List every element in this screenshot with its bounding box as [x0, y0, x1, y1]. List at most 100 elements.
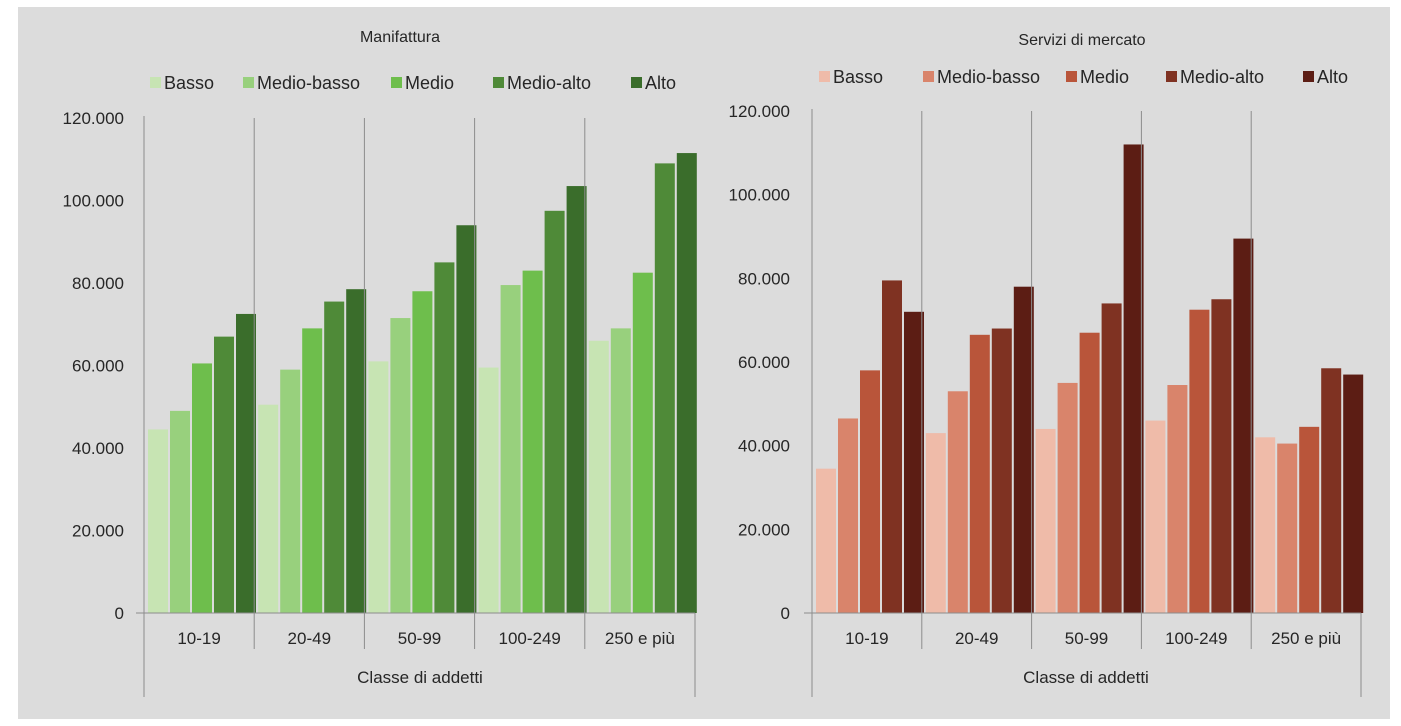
legend-swatch — [923, 71, 934, 82]
bar — [522, 270, 543, 613]
bar — [478, 367, 499, 613]
legend-swatch — [391, 77, 402, 88]
bar — [1167, 385, 1188, 613]
y-tick-label: 80.000 — [72, 274, 124, 293]
y-tick-label: 40.000 — [72, 439, 124, 458]
x-tick-label: 250 e più — [1271, 629, 1341, 648]
bar — [610, 328, 631, 613]
legend-label: Alto — [645, 73, 676, 93]
bar — [676, 153, 697, 613]
bar — [1189, 309, 1210, 613]
bar — [860, 370, 880, 613]
bar — [1343, 374, 1364, 613]
bar — [904, 311, 924, 613]
bar — [838, 418, 858, 613]
bar — [170, 410, 190, 613]
bar — [390, 318, 411, 613]
bar — [566, 186, 587, 613]
y-tick-label: 20.000 — [738, 520, 790, 539]
legend-label: Medio-alto — [1180, 67, 1264, 87]
legend-swatch — [1303, 71, 1314, 82]
legend-swatch — [819, 71, 830, 82]
bar — [991, 328, 1012, 613]
bar — [258, 404, 279, 613]
bar — [1057, 382, 1078, 613]
bar — [280, 369, 301, 613]
y-tick-label: 120.000 — [729, 102, 790, 121]
bar — [947, 391, 968, 613]
bar — [1277, 443, 1298, 613]
x-tick-label: 50-99 — [1065, 629, 1108, 648]
legend-label: Basso — [164, 73, 214, 93]
bar — [1299, 426, 1320, 613]
bar — [1233, 238, 1254, 613]
y-tick-label: 80.000 — [738, 269, 790, 288]
bar — [412, 291, 433, 613]
bar — [236, 313, 256, 613]
bar — [192, 363, 212, 613]
x-tick-label: 100-249 — [1165, 629, 1227, 648]
y-tick-label: 120.000 — [63, 109, 124, 128]
legend-label: Medio — [1080, 67, 1129, 87]
x-tick-label: 100-249 — [499, 629, 561, 648]
x-axis-title: Classe di addetti — [357, 668, 483, 687]
chart-title: Manifattura — [360, 29, 440, 46]
bar — [882, 280, 902, 613]
x-tick-label: 20-49 — [955, 629, 998, 648]
bar — [500, 285, 521, 613]
bar — [588, 340, 609, 613]
legend-label: Medio — [405, 73, 454, 93]
legend-swatch — [150, 77, 161, 88]
x-tick-label: 10-19 — [177, 629, 220, 648]
bar — [969, 334, 990, 613]
x-axis-title: Classe di addetti — [1023, 668, 1149, 687]
bar — [1013, 286, 1034, 613]
bar — [1123, 144, 1144, 613]
y-tick-label: 60.000 — [72, 357, 124, 376]
x-tick-label: 250 e più — [605, 629, 675, 648]
bar — [456, 225, 477, 613]
y-tick-label: 60.000 — [738, 353, 790, 372]
y-tick-label: 100.000 — [729, 186, 790, 205]
legend-label: Alto — [1317, 67, 1348, 87]
x-tick-label: 50-99 — [398, 629, 441, 648]
bar — [654, 163, 675, 613]
bar — [434, 262, 455, 613]
y-tick-label: 100.000 — [63, 192, 124, 211]
y-tick-label: 0 — [115, 604, 124, 623]
bar — [1035, 428, 1056, 613]
chart-title: Servizi di mercato — [1018, 32, 1145, 49]
bar — [368, 361, 389, 613]
x-tick-label: 20-49 — [288, 629, 331, 648]
legend-swatch — [243, 77, 254, 88]
legend-label: Medio-basso — [937, 67, 1040, 87]
bar — [148, 429, 168, 613]
bar — [816, 468, 836, 613]
legend-swatch — [493, 77, 504, 88]
legend-swatch — [1166, 71, 1177, 82]
bar — [346, 289, 367, 613]
legend-swatch — [1066, 71, 1077, 82]
bar — [1079, 332, 1100, 613]
bar — [214, 336, 234, 613]
charts-svg: Manifattura Basso Medio-basso Medio Medio-al… — [63, 29, 1364, 697]
legend-label: Medio-basso — [257, 73, 360, 93]
bar — [925, 433, 946, 613]
bar — [324, 301, 345, 613]
legend-swatch — [631, 77, 642, 88]
bar — [1101, 303, 1122, 613]
bar — [544, 210, 565, 613]
x-tick-label: 10-19 — [845, 629, 888, 648]
bar — [1255, 437, 1276, 613]
chart-figure: Manifattura Basso Medio-basso Medio Medio-al… — [18, 7, 1390, 719]
bar — [1321, 368, 1342, 613]
y-tick-label: 40.000 — [738, 437, 790, 456]
bar — [632, 272, 653, 613]
bar — [302, 328, 323, 613]
legend-label: Medio-alto — [507, 73, 591, 93]
legend-label: Basso — [833, 67, 883, 87]
y-tick-label: 0 — [781, 604, 790, 623]
y-tick-label: 20.000 — [72, 522, 124, 541]
bar — [1145, 420, 1166, 613]
bar — [1211, 299, 1232, 613]
